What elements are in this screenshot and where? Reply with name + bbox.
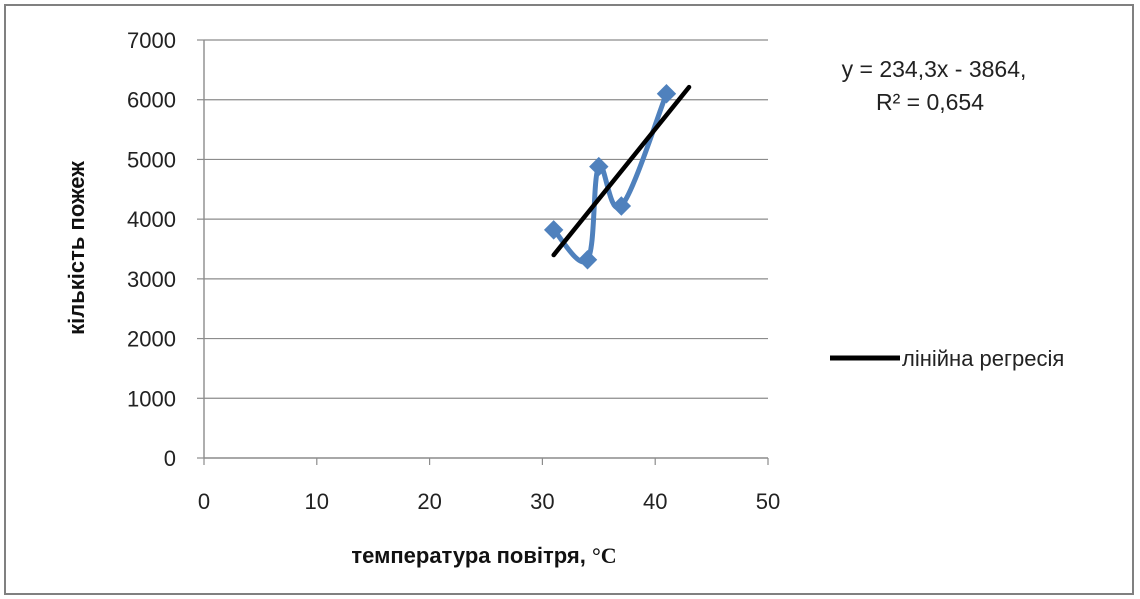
- x-axis-title: температура повітря, °C: [351, 543, 616, 568]
- regression-equation: y = 234,3x - 3864,: [842, 56, 1027, 82]
- y-tick-labels: 0 1000 2000 3000 4000 5000 6000 7000: [127, 28, 176, 471]
- x-tick-label: 40: [643, 489, 667, 514]
- x-tick-label: 20: [417, 489, 441, 514]
- legend-label-trendline: лінійна регресія: [902, 346, 1064, 371]
- data-point-marker: [589, 156, 609, 177]
- x-tick-label: 30: [530, 489, 554, 514]
- trendline-path: [551, 84, 692, 258]
- y-tick-label: 3000: [127, 267, 176, 292]
- chart-frame: [4, 4, 1134, 595]
- x-axis-unit: °C: [592, 543, 617, 568]
- data-point-marker: [611, 196, 632, 216]
- axes: [197, 39, 769, 465]
- data-point-marker: [577, 250, 598, 270]
- trendline: [551, 84, 692, 258]
- y-tick-label: 0: [164, 446, 176, 471]
- x-tick-label: 50: [756, 489, 780, 514]
- r-squared-label: R² = 0,654: [876, 89, 984, 115]
- y-tick-label: 6000: [127, 88, 176, 113]
- x-axis-title-text: температура повітря,: [351, 543, 592, 568]
- x-tick-label: 0: [198, 489, 210, 514]
- gridlines: [204, 39, 768, 399]
- x-tick-labels: 0 10 20 30 40 50: [198, 489, 780, 514]
- y-tick-label: 7000: [127, 28, 176, 53]
- y-tick-label: 1000: [127, 386, 176, 411]
- x-tick-label: 10: [305, 489, 329, 514]
- y-tick-label: 4000: [127, 207, 176, 232]
- data-point-marker: [656, 84, 677, 104]
- y-tick-label: 5000: [127, 147, 176, 172]
- y-axis-title: кількість пожеж: [64, 161, 89, 335]
- data-point-marker: [543, 220, 564, 240]
- y-tick-label: 2000: [127, 327, 176, 352]
- data-series: [543, 84, 677, 270]
